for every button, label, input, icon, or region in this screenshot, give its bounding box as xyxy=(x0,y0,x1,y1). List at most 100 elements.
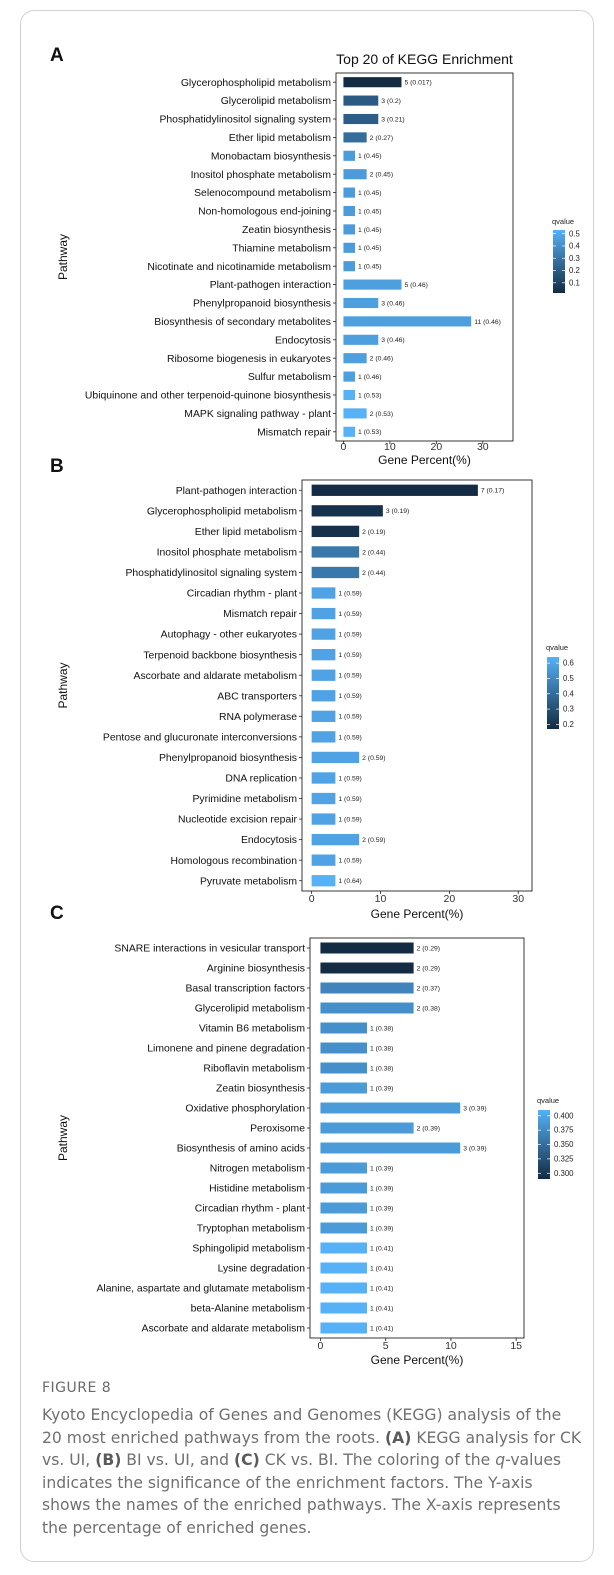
bar xyxy=(343,224,356,235)
bar-label: 2 (0.39) xyxy=(417,1125,440,1132)
legend-tick-label: 0.6 xyxy=(563,659,574,668)
bar-label: 1 (0.59) xyxy=(338,652,361,659)
category-label: Histidine metabolism xyxy=(209,1184,305,1195)
bar-label: 1 (0.45) xyxy=(358,190,381,197)
legend-title: qvalue xyxy=(546,643,568,652)
bar-label: 1 (0.45) xyxy=(358,153,381,160)
bar xyxy=(311,484,478,496)
panel-label: B xyxy=(50,456,64,477)
bar xyxy=(311,833,360,846)
bar xyxy=(311,710,336,722)
bar-label: 1 (0.46) xyxy=(358,374,381,381)
caption-segment: (A) xyxy=(385,1428,412,1447)
plot-frame xyxy=(335,72,514,442)
x-tick-label: 10 xyxy=(384,441,396,453)
y-axis-label: Pathway xyxy=(56,234,70,280)
legend-tick-label: 0.325 xyxy=(554,1154,574,1163)
bar-label: 2 (0.44) xyxy=(362,549,385,556)
bar-label: 1 (0.59) xyxy=(338,775,361,782)
bar-label: 1 (0.45) xyxy=(358,208,381,215)
bar-label: 1 (0.59) xyxy=(338,590,361,597)
category-label: Pyrimidine metabolism xyxy=(192,794,297,805)
bar xyxy=(311,690,336,702)
category-label: Plant-pathogen interaction xyxy=(176,486,298,497)
chart-panel-c: C 2 (0.29) SNARE interactions in vesicular… xyxy=(50,903,574,1367)
category-label: Alanine, aspartate and glutamate metabol… xyxy=(96,1284,305,1295)
bar-label: 2 (0.46) xyxy=(370,356,393,363)
bar xyxy=(311,505,383,517)
bar xyxy=(320,942,414,954)
bar-label: 2 (0.27) xyxy=(370,135,393,142)
bar-label: 1 (0.38) xyxy=(370,1045,393,1052)
bar-label: 1 (0.39) xyxy=(370,1185,393,1192)
bar-label: 3 (0.21) xyxy=(381,116,404,123)
bar-label: 3 (0.19) xyxy=(386,508,409,515)
bar-label: 1 (0.53) xyxy=(358,392,381,399)
category-label: Inositol phosphate metabolism xyxy=(191,170,331,181)
category-label: Zeatin biosynthesis xyxy=(242,225,331,236)
caption-segment: (B) xyxy=(95,1451,122,1469)
bar-label: 1 (0.45) xyxy=(358,245,381,252)
x-tick-label: 5 xyxy=(383,1340,389,1352)
x-tick-label: 30 xyxy=(477,441,489,453)
bar-label: 1 (0.64) xyxy=(338,878,361,885)
category-label: Ribosome biogenesis in eukaryotes xyxy=(167,354,331,365)
legend-tick-label: 0.5 xyxy=(569,229,581,238)
category-label: ABC transporters xyxy=(217,691,297,702)
bar xyxy=(320,1282,368,1294)
caption-segment: KEGG analysis for CK vs. UI, xyxy=(42,1428,582,1470)
category-label: Biosynthesis of secondary metabolites xyxy=(154,317,331,328)
bar-label: 2 (0.59) xyxy=(362,755,385,762)
bar xyxy=(343,150,356,161)
bar xyxy=(343,261,356,272)
bar xyxy=(343,205,356,217)
chart-title: Top 20 of KEGG Enrichment xyxy=(336,51,513,67)
bar xyxy=(311,854,336,866)
category-label: MAPK signaling pathway - plant xyxy=(184,409,331,420)
bar xyxy=(343,297,379,309)
category-label: Peroxisome xyxy=(250,1124,305,1135)
category-label: Ether lipid metabolism xyxy=(229,133,331,144)
bar xyxy=(320,1122,414,1134)
x-tick-label: 0 xyxy=(309,893,315,905)
category-label: Biosynthesis of amino acids xyxy=(177,1144,305,1155)
chart-panel-b: B 7 (0.17) Plant-pathogen interaction 3 (0.… xyxy=(50,456,575,921)
category-label: Basal transcription factors xyxy=(185,984,305,995)
legend-title: qvalue xyxy=(537,1096,559,1105)
legend-tick-label: 0.2 xyxy=(569,266,580,275)
bar xyxy=(320,1102,461,1114)
bar xyxy=(311,628,336,640)
bar xyxy=(343,426,356,437)
panel-label: C xyxy=(50,903,64,924)
bar-label: 2 (0.53) xyxy=(370,411,393,418)
legend-tick-label: 0.4 xyxy=(569,242,581,251)
category-label: Inositol phosphate metabolism xyxy=(157,548,297,559)
x-tick-label: 20 xyxy=(431,441,443,453)
legend-tick-label: 0.1 xyxy=(569,278,580,287)
plot-frame xyxy=(309,937,525,1339)
bar-label: 5 (0.017) xyxy=(405,80,432,87)
legend-tick-label: 0.375 xyxy=(554,1126,574,1135)
bar xyxy=(311,669,336,681)
figure-charts: A Top 20 of KEGG Enrichment 5 (0.017) Glyce… xyxy=(50,45,581,1367)
bar xyxy=(343,132,367,143)
category-label: Monobactam biosynthesis xyxy=(211,151,331,162)
figure-label: FIGURE 8 xyxy=(42,1380,112,1396)
category-label: Homologous recombination xyxy=(171,856,298,867)
bar xyxy=(343,169,367,180)
category-label: Phenylpropanoid biosynthesis xyxy=(193,299,331,310)
category-label: Vitamin B6 metabolism xyxy=(199,1024,305,1035)
category-label: Phosphatidylinositol signaling system xyxy=(125,568,297,579)
bar-label: 1 (0.41) xyxy=(370,1325,393,1332)
bar xyxy=(320,1002,414,1014)
bar xyxy=(311,566,360,579)
chart-panel-a: A Top 20 of KEGG Enrichment 5 (0.017) Glyce… xyxy=(50,45,581,467)
category-label: Phosphatidylinositol signaling system xyxy=(159,115,331,126)
bar-label: 1 (0.39) xyxy=(370,1225,393,1232)
category-label: Arginine biosynthesis xyxy=(207,964,305,975)
legend-tick-label: 0.350 xyxy=(554,1140,574,1149)
bar xyxy=(320,1202,368,1214)
category-label: Pyruvate metabolism xyxy=(200,876,297,887)
bar xyxy=(320,1142,461,1154)
caption-segment: -values indicates the significance of th… xyxy=(42,1451,562,1537)
